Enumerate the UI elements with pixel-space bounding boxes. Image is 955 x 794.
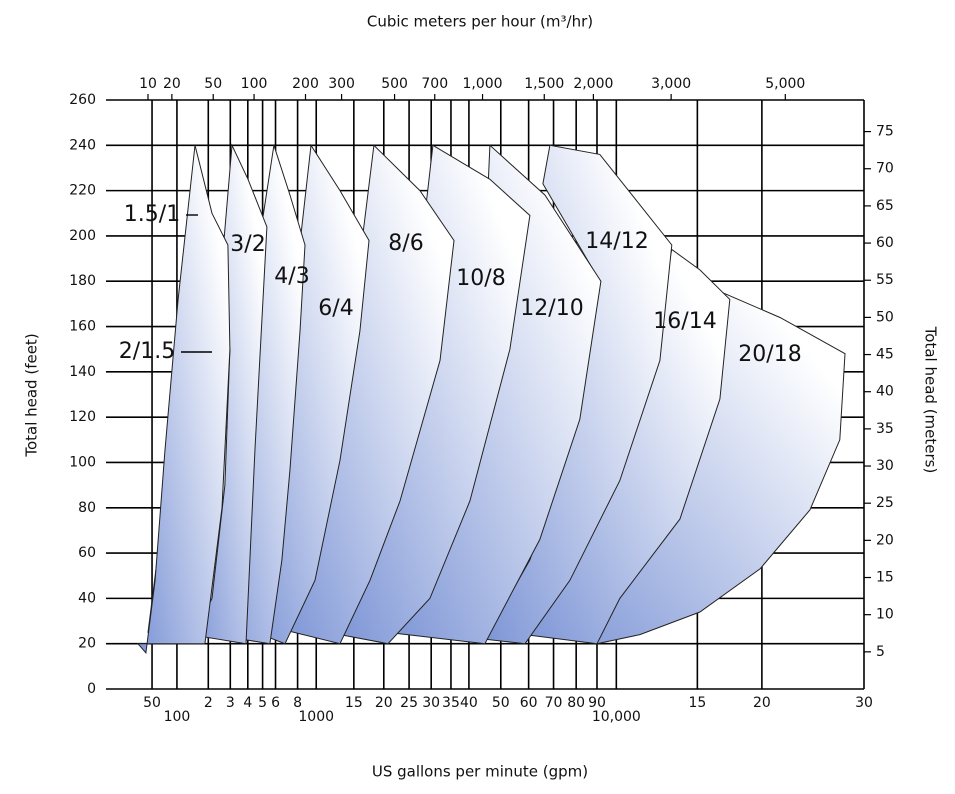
series-label: 10/8 bbox=[456, 266, 505, 291]
x-tick-label: 15 bbox=[688, 695, 706, 711]
y-tick-label: 140 bbox=[69, 364, 96, 380]
x-tick-label: 1000 bbox=[298, 709, 334, 725]
x-tick-label: 8 bbox=[293, 695, 302, 711]
x-tick-label: 30 bbox=[855, 695, 873, 711]
y2-tick-label: 5 bbox=[876, 644, 885, 660]
y-tick-label: 20 bbox=[78, 636, 96, 652]
x2-tick-label: 300 bbox=[328, 76, 355, 92]
top-axis-title: Cubic meters per hour (m³/hr) bbox=[367, 13, 593, 31]
y-tick-label: 80 bbox=[78, 500, 96, 516]
x-tick-label: 20 bbox=[375, 695, 393, 711]
y-tick-label: 60 bbox=[78, 545, 96, 561]
series-label: 16/14 bbox=[653, 309, 716, 334]
y-tick-label: 120 bbox=[69, 409, 96, 425]
x2-tick-label: 50 bbox=[204, 76, 222, 92]
x-tick-label: 35 bbox=[442, 695, 460, 711]
x-tick-label: 6 bbox=[271, 695, 280, 711]
series-label: 1.5/1 bbox=[124, 202, 180, 227]
y-tick-label: 200 bbox=[69, 228, 96, 244]
y-tick-label: 260 bbox=[69, 92, 96, 108]
y2-tick-label: 70 bbox=[876, 161, 894, 177]
series-label: 12/10 bbox=[520, 296, 583, 321]
x-tick-label: 40 bbox=[460, 695, 478, 711]
x2-tick-label: 500 bbox=[381, 76, 408, 92]
x2-tick-label: 2,000 bbox=[573, 76, 613, 92]
x-tick-label: 5 bbox=[258, 695, 267, 711]
y-tick-label: 0 bbox=[87, 681, 96, 697]
x2-tick-label: 5,000 bbox=[765, 76, 805, 92]
y-tick-label: 180 bbox=[69, 273, 96, 289]
x2-tick-label: 200 bbox=[292, 76, 319, 92]
series-label: 3/2 bbox=[230, 232, 265, 257]
x-tick-label: 10,000 bbox=[592, 709, 641, 725]
x-tick-label: 15 bbox=[345, 695, 363, 711]
bottom-axis-title: US gallons per minute (gpm) bbox=[372, 763, 588, 781]
x-tick-label: 4 bbox=[243, 695, 252, 711]
y-tick-label: 220 bbox=[69, 183, 96, 199]
series-label: 8/6 bbox=[388, 231, 423, 256]
y2-tick-label: 15 bbox=[876, 570, 894, 586]
x-tick-label: 2 bbox=[204, 695, 213, 711]
y2-tick-label: 60 bbox=[876, 235, 894, 251]
y2-tick-label: 10 bbox=[876, 607, 894, 623]
x-tick-label: 70 bbox=[545, 695, 563, 711]
x2-tick-label: 3,000 bbox=[651, 76, 691, 92]
y-tick-label: 100 bbox=[69, 454, 96, 470]
labels: 1.5/1 2/1.5 3/2 4/3 6/4 8/6 10/8 12/10 14/12 16/1… bbox=[119, 202, 802, 367]
y2-tick-label: 20 bbox=[876, 532, 894, 548]
y-tick-label: 40 bbox=[78, 590, 96, 606]
y-tick-label: 160 bbox=[69, 319, 96, 335]
series-label: 6/4 bbox=[318, 296, 353, 321]
left-axis-title: Total head (feet) bbox=[23, 333, 41, 457]
x-tick-label: 80 bbox=[567, 695, 585, 711]
y2-tick-label: 55 bbox=[876, 272, 894, 288]
right-axis-title: Total head (meters) bbox=[922, 326, 940, 474]
series-label: 20/18 bbox=[738, 342, 801, 367]
regions bbox=[136, 143, 846, 654]
series-label: 2/1.5 bbox=[119, 339, 175, 364]
pump-region bbox=[136, 145, 231, 654]
x-tick-label: 90 bbox=[588, 695, 606, 711]
x-tick-label: 3 bbox=[226, 695, 235, 711]
y2-tick-label: 40 bbox=[876, 384, 894, 400]
x2-tick-label: 1,500 bbox=[524, 76, 564, 92]
y2-tick-label: 45 bbox=[876, 347, 894, 363]
x-tick-label: 50 bbox=[143, 695, 161, 711]
x2-tick-label: 20 bbox=[163, 76, 181, 92]
x-tick-label: 20 bbox=[753, 695, 771, 711]
series-label: 4/3 bbox=[274, 264, 309, 289]
series-label: 14/12 bbox=[585, 229, 648, 254]
x2-tick-label: 1,000 bbox=[463, 76, 503, 92]
x-tick-label: 60 bbox=[520, 695, 538, 711]
y2-tick-label: 30 bbox=[876, 458, 894, 474]
y2-tick-label: 75 bbox=[876, 124, 894, 140]
x-tick-label: 50 bbox=[492, 695, 510, 711]
y-tick-label: 240 bbox=[69, 137, 96, 153]
y2-tick-label: 65 bbox=[876, 198, 894, 214]
y2-tick-label: 50 bbox=[876, 309, 894, 325]
x2-tick-label: 700 bbox=[421, 76, 448, 92]
y2-tick-label: 25 bbox=[876, 495, 894, 511]
x-tick-label: 30 bbox=[422, 695, 440, 711]
x2-tick-label: 100 bbox=[241, 76, 268, 92]
y2-tick-label: 35 bbox=[876, 421, 894, 437]
x-tick-label: 100 bbox=[164, 709, 191, 725]
x2-tick-label: 10 bbox=[139, 76, 157, 92]
x-tick-label: 25 bbox=[400, 695, 418, 711]
